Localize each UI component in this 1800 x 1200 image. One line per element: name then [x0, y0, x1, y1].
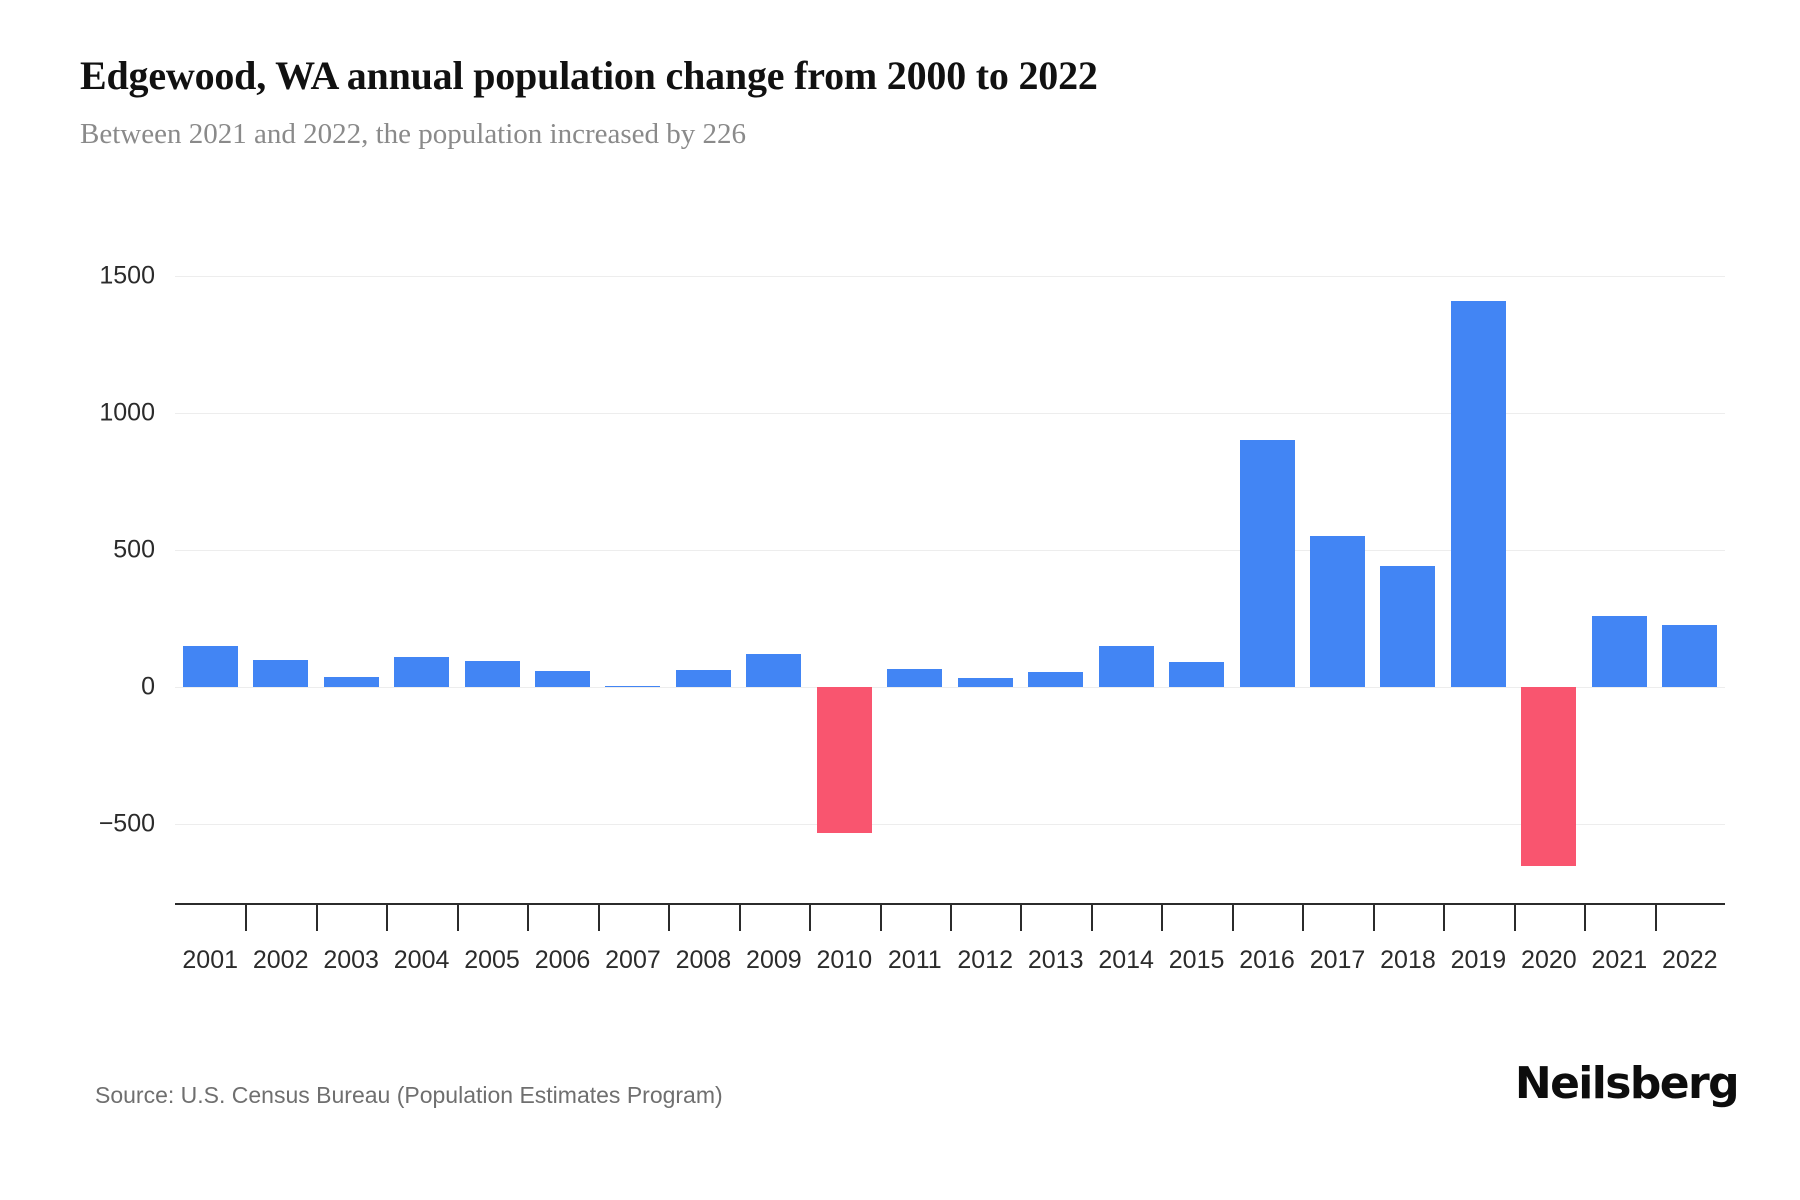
bar-2008[interactable] [675, 670, 731, 687]
x-axis-label-2020: 2020 [1521, 946, 1577, 974]
x-axis-tick [527, 905, 530, 931]
y-axis-tick-label: −500 [98, 809, 155, 838]
bar-2010[interactable] [816, 687, 872, 834]
x-axis-label-2002: 2002 [252, 946, 309, 974]
bar-2006[interactable] [535, 670, 590, 687]
bar-2020[interactable] [1521, 687, 1577, 866]
neilsberg-logo: Neilsberg [1514, 1058, 1740, 1109]
x-axis-label-2010: 2010 [816, 946, 873, 974]
bar-2013[interactable] [1028, 671, 1084, 687]
x-axis-tick [1372, 905, 1375, 931]
x-axis-label-2001: 2001 [182, 946, 239, 974]
x-axis-label-2014: 2014 [1098, 946, 1154, 974]
x-axis-label-2005: 2005 [464, 946, 520, 974]
y-axis-tick-label: 1000 [99, 398, 155, 427]
bar-2002[interactable] [253, 659, 309, 687]
bar-2021[interactable] [1591, 616, 1647, 687]
x-axis-label-2012: 2012 [957, 946, 1014, 974]
gridline-1500 [175, 276, 1725, 277]
x-axis-tick [386, 905, 389, 931]
x-axis-tick [809, 905, 812, 931]
y-axis-tick-label: 1500 [99, 261, 155, 290]
x-axis-tick [1513, 905, 1516, 931]
x-axis-label-2008: 2008 [675, 946, 732, 974]
x-axis-tick [1231, 905, 1234, 931]
bar-2003[interactable] [323, 677, 379, 687]
x-axis-label-2004: 2004 [393, 946, 450, 974]
bar-2007[interactable] [605, 686, 661, 688]
bar-2004[interactable] [394, 656, 450, 687]
x-axis-label-2016: 2016 [1239, 946, 1295, 974]
x-axis-tick [456, 905, 459, 931]
x-axis-tick [1161, 905, 1164, 931]
x-axis-label-2009: 2009 [746, 946, 802, 974]
x-axis-line [175, 903, 1725, 905]
x-axis-tick [738, 905, 741, 931]
bars-group [175, 230, 1725, 895]
gridline-neg500 [175, 824, 1725, 825]
bar-2001[interactable] [182, 645, 238, 687]
x-axis-tick [315, 905, 318, 931]
page-subtitle: Between 2021 and 2022, the population in… [80, 118, 747, 150]
x-axis-label-2007: 2007 [605, 946, 661, 974]
bar-2011[interactable] [887, 669, 943, 687]
bar-2015[interactable] [1169, 662, 1225, 687]
bar-2018[interactable] [1380, 566, 1436, 687]
bar-2016[interactable] [1239, 440, 1295, 687]
gridline-500 [175, 550, 1725, 551]
x-axis-label-2011: 2011 [887, 946, 942, 974]
x-axis-tick [1443, 905, 1446, 931]
bar-2022[interactable] [1662, 625, 1718, 687]
x-axis-tick [950, 905, 952, 931]
x-axis-label-2021: 2021 [1591, 946, 1648, 974]
x-axis-tick [245, 905, 248, 931]
bar-2017[interactable] [1310, 536, 1365, 687]
y-axis-tick-label: 500 [113, 535, 155, 564]
x-axis-tick [1090, 905, 1093, 931]
gridline-1000 [175, 413, 1725, 414]
plot-area: 1500 1000 500 0 −500 [99, 230, 1725, 895]
x-axis-label-2017: 2017 [1309, 946, 1366, 974]
bar-2009[interactable] [746, 654, 802, 687]
x-axis-label-2022: 2022 [1661, 946, 1718, 974]
x-axis-label-2003: 2003 [323, 946, 379, 974]
x-axis-tick [1584, 905, 1587, 931]
page-title: Edgewood, WA annual population change fr… [80, 53, 1098, 98]
bar-2012[interactable] [957, 677, 1013, 687]
gridline-0 [175, 687, 1725, 688]
x-axis-label-2018: 2018 [1380, 946, 1436, 974]
x-axis-label-2006: 2006 [534, 946, 591, 974]
x-axis-label-2015: 2015 [1168, 946, 1225, 974]
x-axis-tick [879, 905, 882, 931]
x-axis-tick [1302, 905, 1305, 931]
y-axis-tick-label: 0 [141, 672, 155, 701]
bar-2014[interactable] [1098, 645, 1154, 687]
x-axis-tick [597, 905, 600, 931]
x-axis-label-2019: 2019 [1450, 946, 1507, 974]
x-axis-tick [1654, 905, 1657, 931]
x-axis-tick [1020, 905, 1023, 931]
bar-2019[interactable] [1450, 300, 1506, 687]
x-axis-tick [668, 905, 671, 931]
bar-2005[interactable] [464, 660, 520, 687]
source-note: Source: U.S. Census Bureau (Population E… [95, 1082, 723, 1108]
x-axis-label-2013: 2013 [1027, 946, 1084, 974]
